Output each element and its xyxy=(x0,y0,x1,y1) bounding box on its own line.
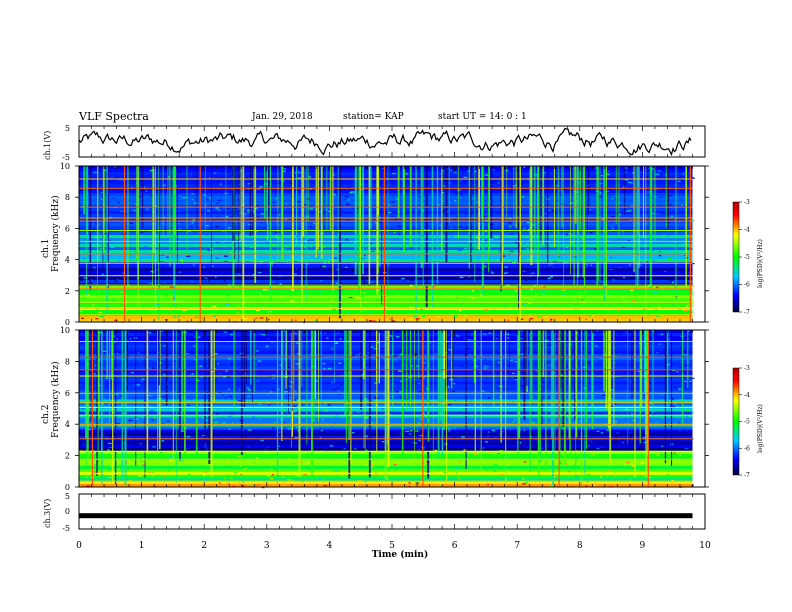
colorbar-tick-label: -4 xyxy=(744,227,750,234)
ch3-ytick-bottom: -5 xyxy=(62,524,70,533)
ch2-freq-label: Frequency (kHz) xyxy=(50,361,61,438)
freq-tick-label: 4 xyxy=(65,256,70,265)
x-axis-label: Time (min) xyxy=(372,549,429,560)
ch2-colorbar-label: log(PSD)(V²/Hz) xyxy=(757,404,764,453)
colorbar-tick-label: -5 xyxy=(744,419,750,426)
freq-tick-label: 10 xyxy=(60,326,70,335)
ch2-spectrogram-panel: ch.2 Frequency (kHz) 0 2 4 6 8 10 xyxy=(41,326,709,492)
ch1-panel: 5 -5 ch.1(V) xyxy=(43,124,706,162)
x-tick-label: 7 xyxy=(514,541,520,551)
ch1-colorbar-label: log(PSD)(V²/Hz) xyxy=(757,239,764,288)
freq-tick-label: 2 xyxy=(65,452,70,461)
start-time-label: start UT = 14: 0 : 1 xyxy=(438,112,527,122)
ch3-ylabel: ch.3(V) xyxy=(43,499,52,528)
ch1-ytick-top: 5 xyxy=(65,124,70,133)
x-tick-label: 3 xyxy=(264,541,270,551)
ch3-ytick-top: 5 xyxy=(65,492,70,501)
colorbar-tick-label: -5 xyxy=(744,254,750,261)
colorbar-tick-label: -3 xyxy=(744,365,750,372)
ch1-ytick-bottom: -5 xyxy=(62,153,70,162)
freq-tick-label: 6 xyxy=(65,224,70,233)
date-label: Jan. 29, 2018 xyxy=(252,112,313,122)
ch1-spectrogram-panel: ch.1 Frequency (kHz) 0 2 4 6 8 10 xyxy=(41,162,709,327)
x-tick-label: 5 xyxy=(389,541,395,551)
ch2-colorbar: -3 -4 -5 -6 -7 log(PSD)(V²/Hz) xyxy=(732,365,764,479)
ch1-ylabel: ch.1(V) xyxy=(43,131,52,160)
freq-tick-label: 8 xyxy=(65,193,70,202)
chart-title: VLF Spectra xyxy=(79,110,149,123)
freq-tick-label: 0 xyxy=(65,318,70,327)
station-label: station= KAP xyxy=(343,112,404,122)
ch1-freq-label: Frequency (kHz) xyxy=(50,195,61,272)
freq-tick-label: 6 xyxy=(65,389,70,398)
ch2-spectrogram-image xyxy=(79,330,695,489)
ch2-channel-label: ch.2 xyxy=(41,405,51,424)
x-tick-label: 6 xyxy=(452,541,458,551)
ch3-constant-line xyxy=(79,513,693,519)
colorbar-tick-label: -6 xyxy=(744,445,750,452)
ch1-channel-label: ch.1 xyxy=(41,239,51,258)
ch3-ytick-mid: 0 xyxy=(65,507,70,516)
x-axis: 0 1 2 3 4 5 6 7 8 9 10 xyxy=(76,541,711,551)
colorbar-tick-label: -6 xyxy=(744,282,750,289)
freq-tick-label: 0 xyxy=(65,483,70,492)
ch1-spectrogram-image xyxy=(79,166,695,324)
x-tick-label: 0 xyxy=(76,541,82,551)
x-tick-label: 8 xyxy=(577,541,583,551)
panel-ticks xyxy=(78,126,706,529)
colorbar-tick-label: -4 xyxy=(744,392,750,399)
freq-tick-label: 8 xyxy=(65,357,70,366)
colorbar-tick-label: -7 xyxy=(744,309,750,316)
ch1-waveform-line xyxy=(78,127,692,157)
colorbar-tick-label: -7 xyxy=(744,472,750,479)
colorbar-tick-label: -3 xyxy=(744,199,750,206)
freq-tick-label: 4 xyxy=(65,420,70,429)
freq-tick-label: 2 xyxy=(65,287,70,296)
ch3-panel: 5 0 -5 ch.3(V) xyxy=(43,492,706,533)
x-tick-label: 4 xyxy=(327,541,333,551)
x-tick-label: 1 xyxy=(139,541,145,551)
x-tick-label: 10 xyxy=(699,541,711,551)
x-tick-label: 2 xyxy=(201,541,207,551)
ch1-colorbar: -3 -4 -5 -6 -7 log(PSD)(V²/Hz) xyxy=(732,199,764,316)
x-tick-label: 9 xyxy=(640,541,646,551)
freq-tick-label: 10 xyxy=(60,162,70,171)
